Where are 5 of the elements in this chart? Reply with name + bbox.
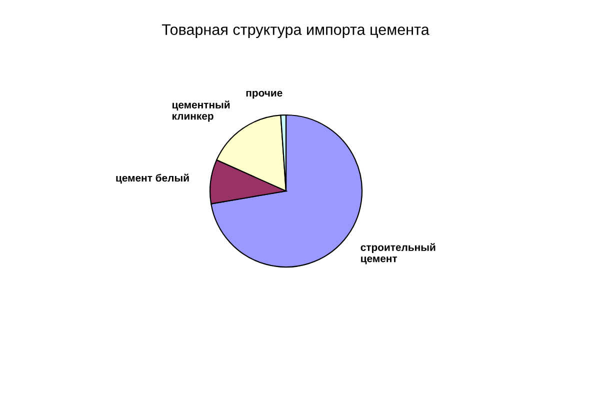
slice-label: цемент белый (116, 174, 189, 184)
slice-label: прочие (246, 90, 282, 99)
slice-label: строительный цемент (360, 243, 436, 264)
chart-title: Товарная структура импорта цемента (162, 24, 430, 38)
slice-label: цементный клинкер (172, 100, 230, 122)
